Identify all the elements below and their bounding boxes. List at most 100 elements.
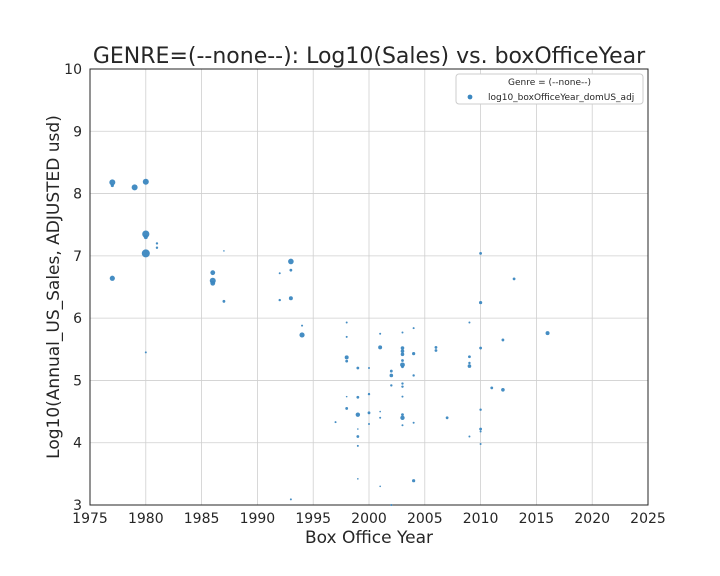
data-point	[379, 416, 382, 419]
data-point	[479, 346, 482, 350]
data-point	[545, 331, 550, 336]
data-point	[344, 355, 349, 360]
data-point	[288, 296, 293, 301]
x-axis-label: Box Office Year	[305, 528, 433, 548]
legend-marker	[467, 94, 473, 100]
data-point	[390, 384, 393, 387]
data-point	[379, 332, 382, 335]
data-point	[501, 338, 505, 342]
data-point	[345, 359, 349, 363]
data-point	[345, 335, 348, 338]
data-point	[367, 392, 371, 396]
data-point	[368, 423, 370, 426]
data-point	[345, 395, 348, 398]
data-point	[479, 430, 482, 433]
data-point	[109, 275, 115, 281]
data-point	[142, 178, 149, 185]
legend-title: Genre = (--none--)	[508, 78, 591, 88]
data-point	[222, 299, 226, 303]
x-tick-label: 2010	[463, 511, 499, 527]
data-point	[412, 352, 416, 356]
x-tick-label: 1985	[184, 511, 220, 527]
data-point	[501, 387, 505, 392]
x-tick-label: 1975	[72, 511, 108, 527]
data-point	[155, 246, 159, 249]
data-point	[479, 427, 482, 431]
data-point	[355, 412, 361, 417]
x-tick-label: 2005	[407, 511, 443, 527]
data-point	[389, 373, 394, 378]
data-point	[479, 442, 482, 445]
data-point	[144, 351, 147, 354]
data-point	[401, 413, 404, 417]
y-tick-label: 8	[73, 187, 82, 203]
data-point	[223, 250, 225, 252]
y-axis-label: Log10(Annual_US_Sales, ADJUSTED usd)	[44, 115, 64, 459]
y-tick-label: 10	[64, 62, 82, 78]
data-point	[400, 349, 405, 353]
data-point	[143, 235, 148, 240]
plot-frame	[89, 68, 649, 506]
data-point	[155, 242, 159, 245]
legend: Genre = (--none--) log10_boxOfficeYear_d…	[455, 73, 644, 105]
x-tick-label: 1995	[295, 511, 331, 527]
x-tick-labels: 1975 1980 1985 1990 1995 2000 2005 2010 2015 2020…	[72, 511, 666, 527]
data-point	[357, 428, 359, 430]
data-point	[345, 321, 348, 324]
y-tick-label: 5	[73, 373, 82, 389]
data-point	[378, 345, 383, 350]
data-point	[131, 184, 138, 191]
y-tick-label: 4	[73, 436, 82, 452]
data-point	[289, 268, 293, 272]
data-point	[468, 355, 471, 359]
data-point	[412, 327, 415, 330]
data-point	[468, 321, 471, 324]
data-point	[278, 272, 281, 275]
legend-box	[455, 73, 644, 105]
data-point	[334, 421, 337, 424]
y-tick-label: 7	[73, 249, 82, 265]
data-point	[141, 249, 150, 258]
x-tick-label: 1980	[128, 511, 164, 527]
data-point	[468, 435, 471, 438]
data-point	[390, 504, 393, 506]
data-point	[379, 410, 381, 413]
data-point	[434, 349, 438, 352]
data-point	[445, 416, 449, 420]
data-point	[379, 485, 381, 488]
data-point	[401, 331, 404, 334]
data-point	[389, 369, 393, 373]
data-point	[301, 324, 304, 327]
data-point	[401, 365, 404, 369]
data-point	[278, 298, 281, 302]
data-point	[412, 421, 415, 424]
y-tick-label: 9	[73, 124, 82, 140]
x-tick-label: 1990	[240, 511, 276, 527]
data-point	[368, 366, 370, 369]
y-tick-labels: 3 4 5 6 7 8 9 10	[64, 62, 82, 514]
y-tick-label: 6	[73, 311, 82, 327]
data-point	[512, 277, 516, 281]
data-point	[401, 424, 404, 427]
data-point	[467, 364, 472, 368]
chart-title: GENRE=(--none--): Log10(Sales) vs. boxOf…	[93, 44, 646, 69]
y-tick-label: 3	[73, 498, 82, 514]
data-point	[412, 479, 416, 483]
data-point	[210, 280, 216, 286]
data-point	[401, 395, 404, 398]
data-point	[356, 395, 360, 399]
data-point	[401, 359, 404, 362]
legend-entry-label: log10_boxOfficeYear_domUS_adj	[488, 93, 634, 103]
data-point	[356, 435, 360, 438]
data-point	[479, 251, 482, 255]
data-point	[356, 366, 360, 370]
data-point	[401, 382, 404, 385]
x-tick-label: 2020	[574, 511, 610, 527]
data-point	[400, 346, 405, 350]
data-point	[109, 179, 116, 186]
data-point	[345, 407, 349, 410]
x-tick-label: 2015	[519, 511, 555, 527]
data-point	[468, 361, 471, 365]
data-point	[210, 270, 216, 276]
